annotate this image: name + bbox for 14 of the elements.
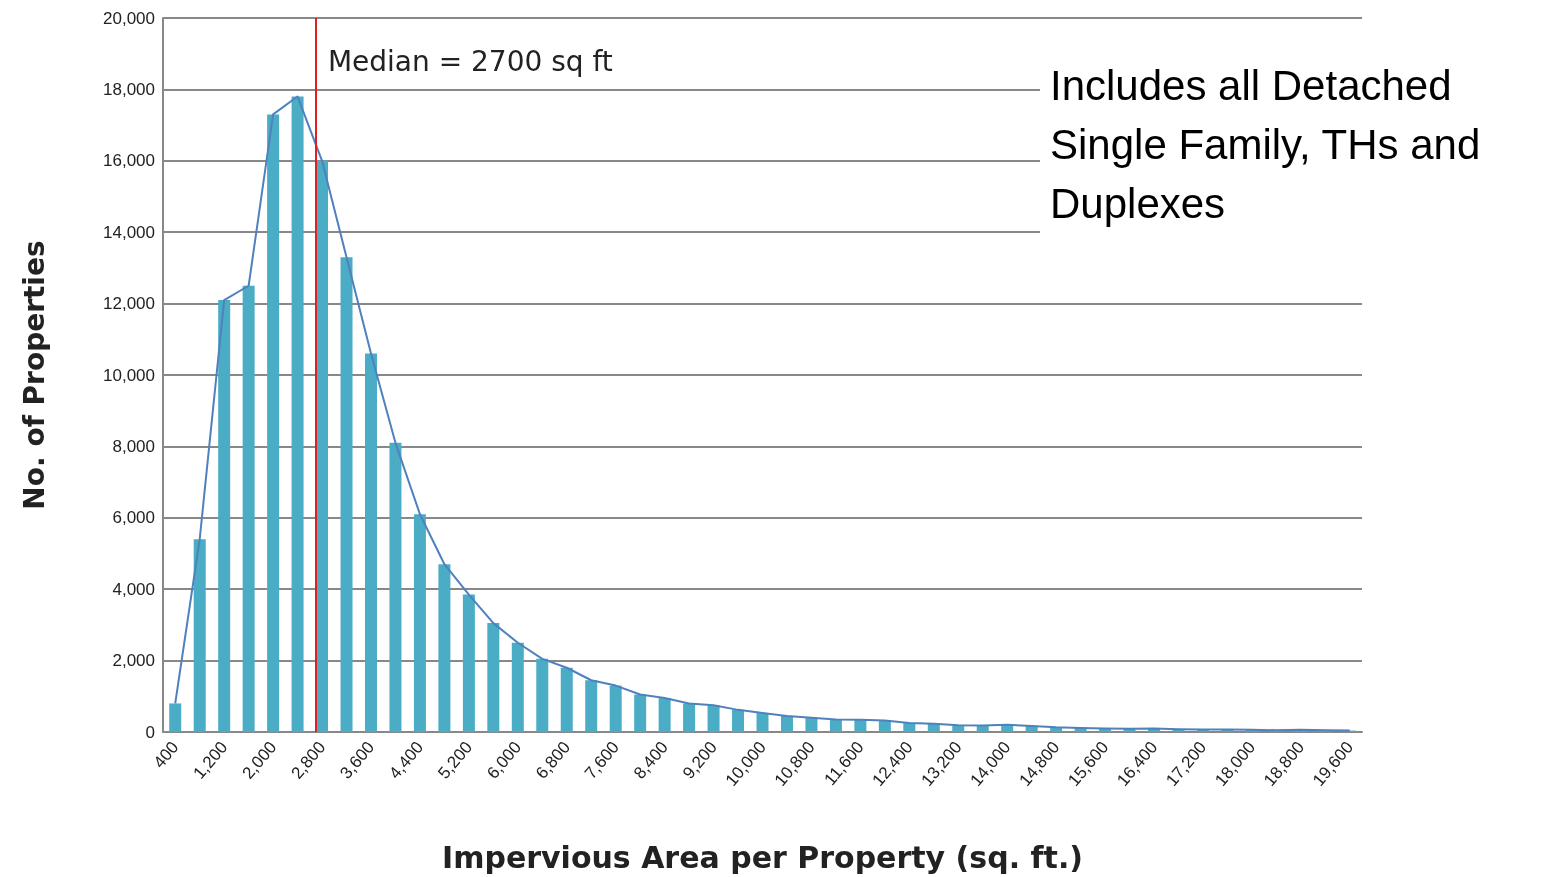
- y-tick-label: 18,000: [103, 79, 155, 99]
- x-axis-title: Impervious Area per Property (sq. ft.): [442, 839, 1083, 875]
- y-tick-label: 20,000: [103, 8, 155, 28]
- y-axis-title: No. of Properties: [17, 240, 51, 510]
- ref-line-label: Median = 2700 sq ft: [327, 44, 613, 78]
- y-tick-label: 14,000: [103, 222, 155, 242]
- y-tick-label: 16,000: [103, 151, 155, 171]
- y-tick-label: 6,000: [112, 508, 155, 528]
- y-tick-label: 12,000: [103, 294, 155, 314]
- y-tick-label: 10,000: [103, 365, 155, 385]
- y-tick-label: 8,000: [112, 436, 155, 456]
- y-tick-label: 4,000: [112, 579, 155, 599]
- y-tick-label: 2,000: [112, 651, 155, 671]
- annotation: Includes all Detached Single Family, THs and Duplexes: [1040, 52, 1554, 237]
